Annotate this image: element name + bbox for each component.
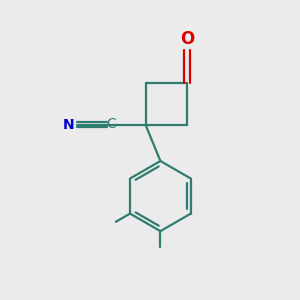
Text: C: C <box>106 117 116 131</box>
Text: N: N <box>63 118 75 132</box>
Text: O: O <box>180 30 194 48</box>
